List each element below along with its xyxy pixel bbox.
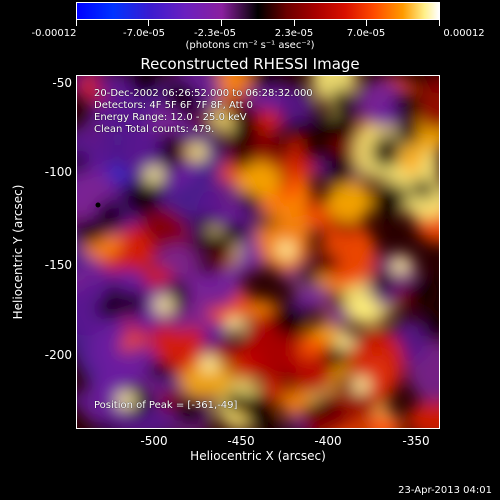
peak-position-text: Position of Peak = [-361,-49] <box>94 400 238 411</box>
x-tick-label: -350 <box>402 434 430 448</box>
colorbar-label: -0.00012 <box>31 28 77 39</box>
y-tick-label: -150 <box>44 258 72 272</box>
x-tick-label: -400 <box>314 434 342 448</box>
detectors-text: Detectors: 4F 5F 6F 7F 8F, Att 0 <box>94 100 254 111</box>
colorbar-tick <box>366 20 367 26</box>
colorbar-label: -7.0e-05 <box>123 28 165 39</box>
y-tick-label: -100 <box>44 165 72 179</box>
colorbar <box>76 2 440 20</box>
heatmap <box>76 75 440 429</box>
colorbar-label: 2.3e-05 <box>274 28 314 39</box>
colorbar-tick <box>294 20 295 26</box>
y-tick-label: -50 <box>52 76 72 90</box>
x-axis-label: Heliocentric X (arcsec) <box>190 449 326 463</box>
x-tick-label: -450 <box>227 434 255 448</box>
colorbar-label: 7.0e-05 <box>346 28 386 39</box>
peak-marker <box>95 202 101 208</box>
colorbar-tick <box>148 20 149 26</box>
y-tick-label: -200 <box>44 348 72 362</box>
timestamp: 23-Apr-2013 04:01 <box>398 485 492 496</box>
colorbar-units: (photons cm⁻² s⁻¹ asec⁻²) <box>185 40 315 51</box>
colorbar-tick <box>76 20 77 26</box>
rhessi-image <box>76 75 440 429</box>
y-axis-label: Heliocentric Y (arcsec) <box>11 184 25 320</box>
clean-text: Clean Total counts: 479. <box>94 124 215 135</box>
colorbar-label: -2.3e-05 <box>194 28 236 39</box>
colorbar-tick <box>439 20 440 26</box>
colorbar-label: 0.00012 <box>443 28 485 39</box>
x-tick-label: -500 <box>140 434 168 448</box>
image-title: Reconstructed RHESSI Image <box>140 55 360 73</box>
time-range-text: 20-Dec-2002 06:26:52.000 to 06:28:32.000 <box>94 88 313 99</box>
energy-range-text: Energy Range: 12.0 - 25.0 keV <box>94 112 247 123</box>
colorbar-tick <box>221 20 222 26</box>
